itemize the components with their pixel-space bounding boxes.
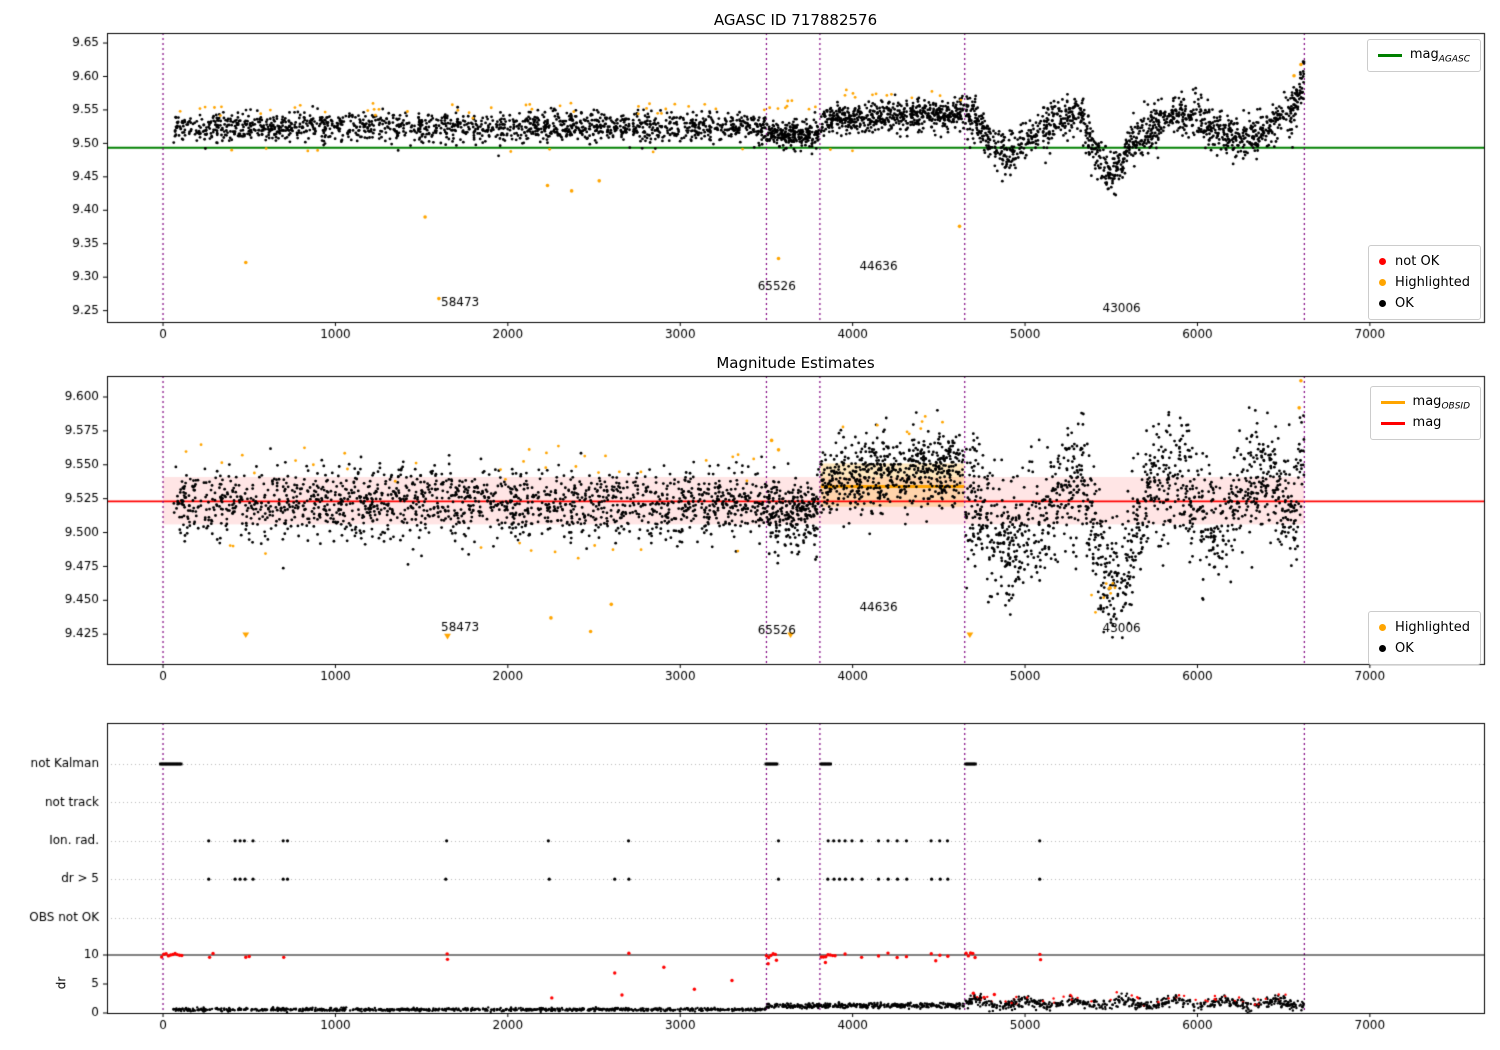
orange-dot-sample — [1379, 624, 1387, 631]
legend-label: not OK — [1395, 254, 1440, 269]
legend-item-mag-obsid: magOBSID — [1380, 392, 1470, 413]
legend-label: Highlighted — [1395, 620, 1470, 635]
legend-item-ok: OK — [1379, 293, 1470, 314]
legend-item-highlighted: Highlighted — [1379, 617, 1470, 638]
legend-item-not-ok: not OK — [1379, 251, 1470, 272]
legend-item-mag: mag — [1380, 413, 1470, 434]
legend-label: OK — [1395, 641, 1414, 656]
legend-label: magAGASC — [1409, 46, 1470, 65]
red-dot-sample — [1379, 258, 1387, 265]
black-dot-sample — [1379, 300, 1387, 307]
legend-label: magOBSID — [1412, 393, 1470, 412]
legend-mag-lines-p2: magOBSID mag — [1369, 386, 1481, 440]
legend-label: mag — [1412, 414, 1442, 430]
orange-dot-sample — [1379, 279, 1387, 286]
legend-point-flags-p2: Highlighted OK — [1368, 611, 1481, 665]
panel1-title: AGASC ID 717882576 — [713, 11, 878, 29]
panel2-title: Magnitude Estimates — [716, 354, 875, 372]
legend-item-mag-agasc: magAGASC — [1377, 45, 1470, 66]
orange-line-sample — [1380, 400, 1405, 405]
legend-mag-agasc: magAGASC — [1366, 39, 1481, 72]
green-line-sample — [1377, 54, 1402, 57]
red-line-sample — [1380, 422, 1405, 425]
legend-point-flags-p1: not OK Highlighted OK — [1368, 245, 1481, 320]
dr-axis-label: dr — [54, 976, 69, 990]
legend-item-ok: OK — [1379, 638, 1470, 659]
legend-label: OK — [1395, 296, 1414, 311]
legend-item-highlighted: Highlighted — [1379, 272, 1470, 293]
black-dot-sample — [1379, 645, 1387, 652]
legend-label: Highlighted — [1395, 275, 1470, 290]
